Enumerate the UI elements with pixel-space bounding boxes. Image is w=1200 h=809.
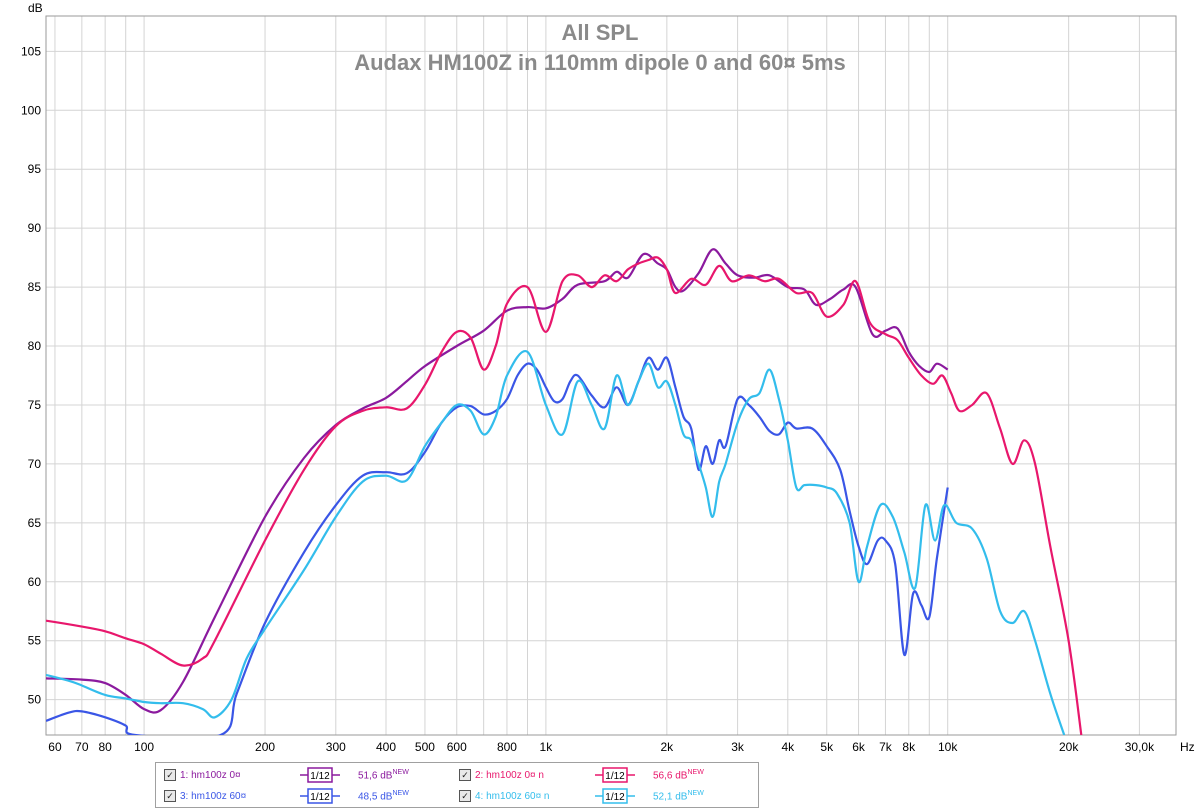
smoothing-icon[interactable]: 1/12 <box>300 767 340 783</box>
x-tick-label: 500 <box>415 740 435 754</box>
plot-area <box>46 248 1083 735</box>
series-line-1 <box>46 248 949 714</box>
legend-value-text: 48,5 dB <box>358 791 393 803</box>
y-tick-label: 100 <box>21 103 41 117</box>
y-tick-label: 80 <box>28 339 42 353</box>
y-tick-label: 70 <box>28 457 42 471</box>
legend-item-name: 3: hm100z 60¤ <box>180 790 247 802</box>
x-tick-label: 70 <box>75 740 89 754</box>
legend-item-name: 1: hm100z 0¤ <box>180 769 241 781</box>
y-tick-label: 85 <box>28 280 42 294</box>
legend-checkbox[interactable]: ✓ <box>459 769 471 781</box>
legend-item[interactable]: ✓ 2: hm100z 0¤ n 1/12 56,6 dBNEW <box>459 765 704 785</box>
x-axis-unit: Hz <box>1180 740 1195 754</box>
new-badge: NEW <box>687 789 704 797</box>
legend-item[interactable]: ✓ 1: hm100z 0¤ 1/12 51,6 dBNEW <box>164 765 409 785</box>
y-tick-label: 75 <box>28 398 42 412</box>
y-tick-label: 50 <box>28 693 42 707</box>
x-tick-label: 800 <box>497 740 517 754</box>
legend-item[interactable]: ✓ 3: hm100z 60¤ 1/12 48,5 dBNEW <box>164 786 409 806</box>
x-tick-label: 30,0k <box>1125 740 1155 754</box>
legend-value: 56,6 dBNEW <box>653 769 704 781</box>
legend-value-text: 51,6 dB <box>358 770 393 782</box>
axis-ticks: 50 55 60 65 70 75 80 85 90 95 100 105 60 70 80 100 200 30… <box>21 44 1155 754</box>
series-line-4 <box>46 349 1066 735</box>
legend-value: 52,1 dBNEW <box>653 790 704 802</box>
x-tick-label: 4k <box>781 740 795 754</box>
x-tick-label: 300 <box>326 740 346 754</box>
legend-checkbox[interactable]: ✓ <box>459 790 471 802</box>
new-badge: NEW <box>392 789 409 797</box>
y-tick-label: 65 <box>28 516 42 530</box>
legend-value-text: 52,1 dB <box>653 791 688 803</box>
legend-checkbox[interactable]: ✓ <box>164 769 176 781</box>
x-tick-label: 5k <box>820 740 834 754</box>
y-tick-label: 105 <box>21 44 41 58</box>
x-tick-label: 8k <box>902 740 916 754</box>
smoothing-icon[interactable]: 1/12 <box>300 788 340 804</box>
new-badge: NEW <box>687 768 704 776</box>
x-tick-label: 600 <box>447 740 467 754</box>
x-tick-label: 6k <box>852 740 866 754</box>
chart-title: All SPL <box>561 20 638 45</box>
x-tick-label: 400 <box>376 740 396 754</box>
legend-item-name: 4: hm100z 60¤ n <box>475 790 550 802</box>
smoothing-label: 1/12 <box>310 771 330 782</box>
x-tick-label: 100 <box>134 740 154 754</box>
x-tick-label: 3k <box>731 740 745 754</box>
legend-value-text: 56,6 dB <box>653 770 688 782</box>
x-tick-label: 2k <box>661 740 675 754</box>
y-tick-label: 95 <box>28 162 42 176</box>
smoothing-label: 1/12 <box>605 792 625 803</box>
y-tick-label: 60 <box>28 575 42 589</box>
series-line-2 <box>46 256 1083 735</box>
chart-subtitle: Audax HM100Z in 110mm dipole 0 and 60¤ 5… <box>354 50 846 75</box>
legend-value: 51,6 dBNEW <box>358 769 409 781</box>
x-tick-label: 10k <box>938 740 958 754</box>
legend-checkbox[interactable]: ✓ <box>164 790 176 802</box>
legend-panel: ✓ 1: hm100z 0¤ 1/12 51,6 dBNEW ✓ 2: hm10… <box>155 762 759 808</box>
plot-frame <box>45 15 1177 736</box>
smoothing-icon[interactable]: 1/12 <box>595 767 635 783</box>
x-tick-label: 80 <box>98 740 112 754</box>
legend-item[interactable]: ✓ 4: hm100z 60¤ n 1/12 52,1 dBNEW <box>459 786 704 806</box>
smoothing-icon[interactable]: 1/12 <box>595 788 635 804</box>
x-tick-label: 7k <box>879 740 893 754</box>
y-axis-label: dB <box>28 1 43 15</box>
legend-item-name: 2: hm100z 0¤ n <box>475 769 544 781</box>
new-badge: NEW <box>392 768 409 776</box>
spl-chart: 50 55 60 65 70 75 80 85 90 95 100 105 60 70 80 100 200 30… <box>21 1 1195 754</box>
y-tick-label: 90 <box>28 221 42 235</box>
y-tick-label: 55 <box>28 634 42 648</box>
legend-value: 48,5 dBNEW <box>358 790 409 802</box>
smoothing-label: 1/12 <box>310 792 330 803</box>
smoothing-label: 1/12 <box>605 771 625 782</box>
x-tick-label: 60 <box>48 740 62 754</box>
x-tick-label: 1k <box>540 740 554 754</box>
x-tick-label: 20k <box>1059 740 1079 754</box>
chart-grid <box>45 15 1177 736</box>
x-tick-label: 200 <box>255 740 275 754</box>
